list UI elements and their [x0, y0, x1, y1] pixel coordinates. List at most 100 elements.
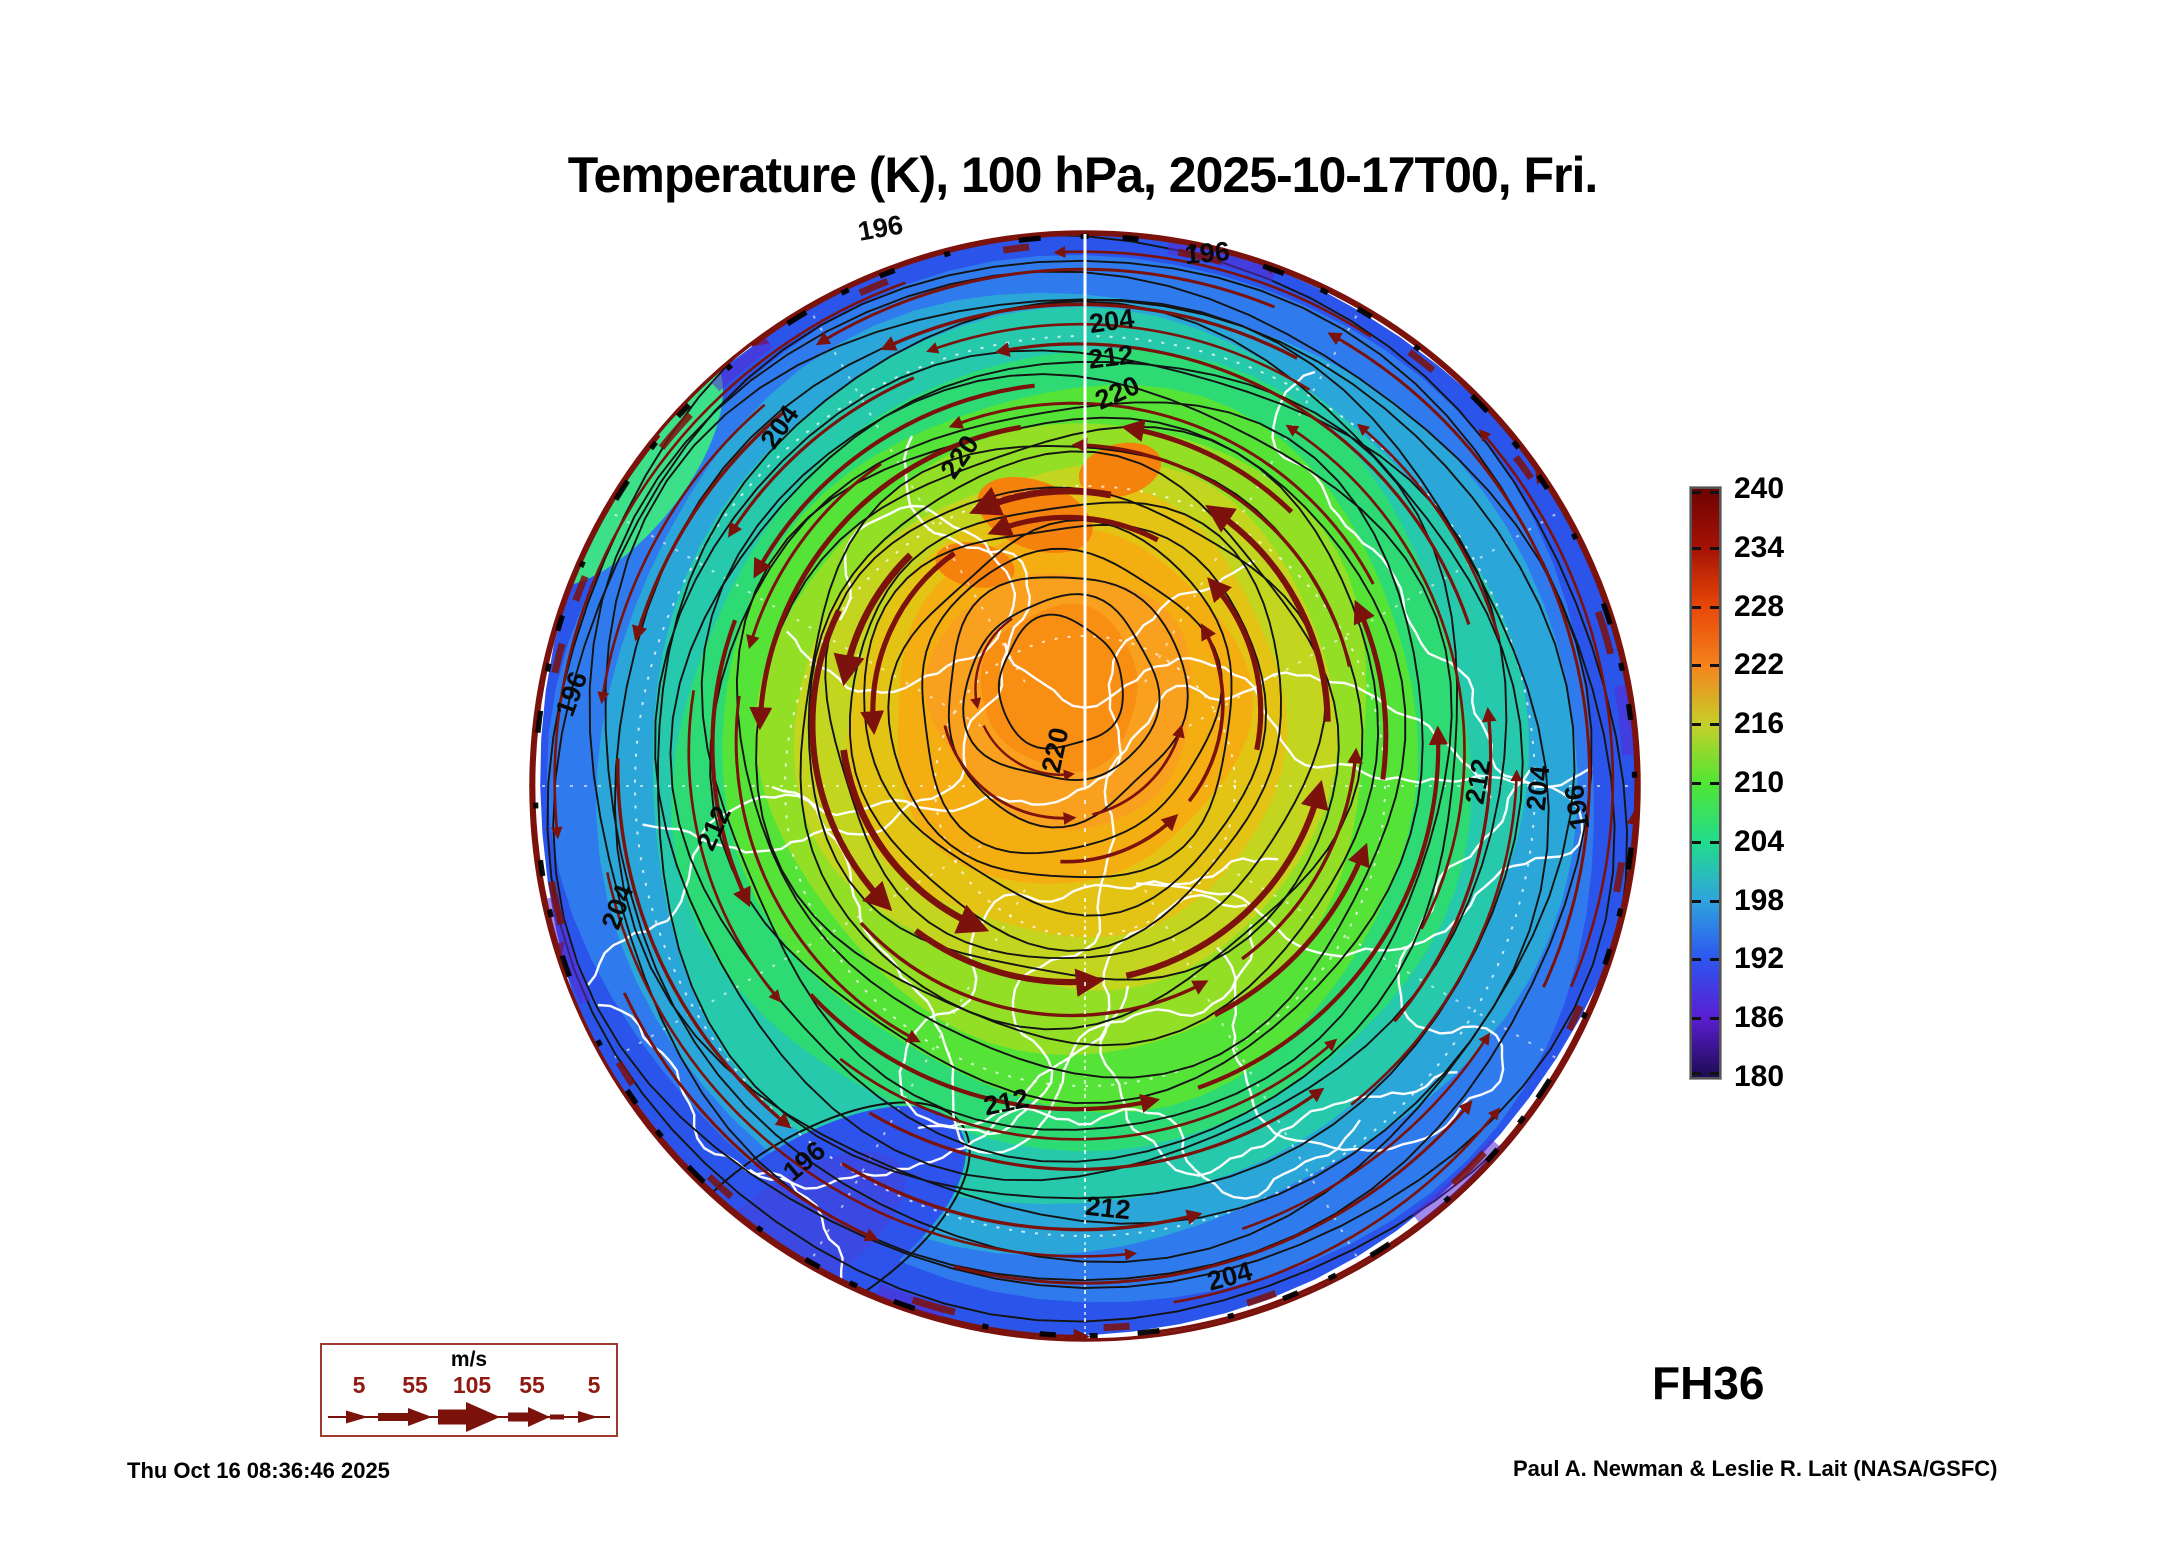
wind-streamline [841, 1161, 1203, 1232]
wind-streamline [943, 725, 1077, 825]
colorbar-tick-mark [1710, 1017, 1719, 1021]
colorbar-tick-label: 222 [1734, 648, 1785, 682]
contour-label: 196 [1559, 783, 1596, 832]
wind-streamline [728, 376, 915, 538]
wind-streamline [868, 1087, 1325, 1171]
colorbar: 240 234 228 222 216 210 204 198 192 186 180 [1689, 474, 1930, 1092]
wind-arrow-5b-head [578, 1411, 598, 1423]
temperature-contour [799, 444, 1364, 1031]
colorbar-tick-mark [1692, 1017, 1701, 1021]
contour-label: 204 [1521, 764, 1556, 812]
wind-arrow-55b-shaft [508, 1412, 528, 1422]
colorbar-tick-mark [1692, 782, 1701, 785]
temperature-contour [824, 486, 1327, 960]
contour-label: 204 [1087, 303, 1136, 339]
colorbar-tick-mark [1692, 723, 1701, 727]
rim-red-dashes [539, 240, 1631, 1332]
wind-streamline [628, 1095, 1090, 1339]
credit-text: Paul A. Newman & Leslie R. Lait (NASA/GS… [1513, 1456, 1998, 1481]
wind-arrow-55b-head [528, 1407, 550, 1427]
colorbar-tick-label: 228 [1734, 589, 1785, 623]
wind-streamline [1205, 504, 1331, 722]
wind-streamline [1207, 577, 1264, 751]
longitude-line [611, 845, 982, 1060]
wind-streamline [1092, 724, 1185, 816]
temperature-contour [947, 576, 1189, 829]
contour-label: 196 [856, 209, 906, 246]
wind-streamline [1241, 747, 1363, 961]
wind-streamline [913, 928, 1105, 997]
wind-speed-value: 105 [452, 1372, 492, 1398]
colorbar-tick-mark [1710, 723, 1719, 727]
temperature-contour [546, 233, 1628, 1323]
wind-streamline [809, 609, 893, 912]
temperature-contour [962, 593, 1161, 782]
wind-streamline [953, 1100, 1473, 1285]
wind-streamline [1071, 437, 1352, 667]
wind-streamline [1060, 813, 1179, 864]
wind-streamline [1125, 779, 1329, 979]
latitude-circle [784, 485, 1386, 1087]
wind-streamline [1173, 1107, 1501, 1304]
wind-streamline [1327, 332, 1592, 988]
contour-label: 196 [1183, 236, 1231, 270]
temperature-contour [849, 501, 1282, 952]
wind-streamline [1285, 424, 1466, 930]
wind-streamline [1258, 259, 1621, 651]
wind-streamline [948, 401, 1375, 585]
colorbar-tick-mark [1692, 605, 1701, 609]
longitude-line [811, 312, 1026, 683]
wind-speed-value: 5 [352, 1372, 366, 1398]
longitude-line [1144, 889, 1359, 1260]
wind-streamline [969, 486, 1112, 516]
wind-streamline [1353, 599, 1389, 780]
longitude-line [611, 512, 982, 727]
wind-streamline [840, 749, 990, 934]
wind-arrow-55-shaft [378, 1413, 408, 1421]
colorbar-tick-mark [1692, 1072, 1701, 1075]
temperature-contour [613, 299, 1550, 1225]
colorbar-tick-mark [1692, 546, 1701, 550]
wind-arrow-5 [346, 1410, 368, 1424]
wind-streamline [809, 993, 1161, 1113]
wind-streamline [839, 1038, 1338, 1141]
wind-streamline [746, 462, 882, 650]
wind-streamline [632, 411, 785, 642]
wind-streamline [1053, 246, 1372, 338]
colorbar-tick-mark [1692, 840, 1701, 844]
rim-black-dashes [532, 233, 1638, 1339]
wind-streamline [1350, 769, 1523, 1106]
temperature-contour [755, 425, 1380, 1047]
wind-speed-value: 55 [519, 1372, 545, 1398]
colorbar-tick-mark [1710, 605, 1719, 609]
wind-streamline [749, 424, 1022, 731]
wind-streamline [532, 434, 661, 960]
longitude-line [1144, 312, 1359, 683]
wind-streamline [710, 619, 751, 908]
wind-streamline [622, 992, 879, 1242]
wind-arrow-scale-graphic [328, 1402, 610, 1432]
colorbar-tick-label: 192 [1734, 942, 1785, 976]
wind-arrow-55-head [408, 1408, 432, 1426]
generation-timestamp: Thu Oct 16 08:36:46 2025 [127, 1458, 390, 1483]
page-title: Temperature (K), 100 hPa, 2025-10-17T00,… [567, 147, 1599, 203]
coastline [1003, 642, 1593, 788]
forecast-hour-label: FH36 [1652, 1357, 1765, 1409]
colorbar-tick-label: 210 [1734, 766, 1785, 799]
contour-label: 212 [1087, 339, 1135, 374]
wind-streamline [616, 758, 792, 1129]
colorbar-tick-label: 240 [1734, 472, 1785, 505]
temperature-contour [807, 450, 1340, 981]
wind-speed-legend: m/s 5 55 105 55 5 [320, 1343, 618, 1437]
wind-streamline [880, 302, 1298, 360]
wind-streamline [987, 514, 1159, 543]
temperature-contour [604, 298, 1576, 1263]
wind-streamline [1393, 707, 1497, 1023]
temperature-pocket [1078, 442, 1162, 498]
wind-streamline [1357, 423, 1501, 640]
temperature-contour [700, 373, 1453, 1131]
colorbar-tick-mark [1710, 546, 1719, 550]
wind-streamline [833, 552, 913, 687]
wind-unit-label: m/s [450, 1348, 488, 1371]
